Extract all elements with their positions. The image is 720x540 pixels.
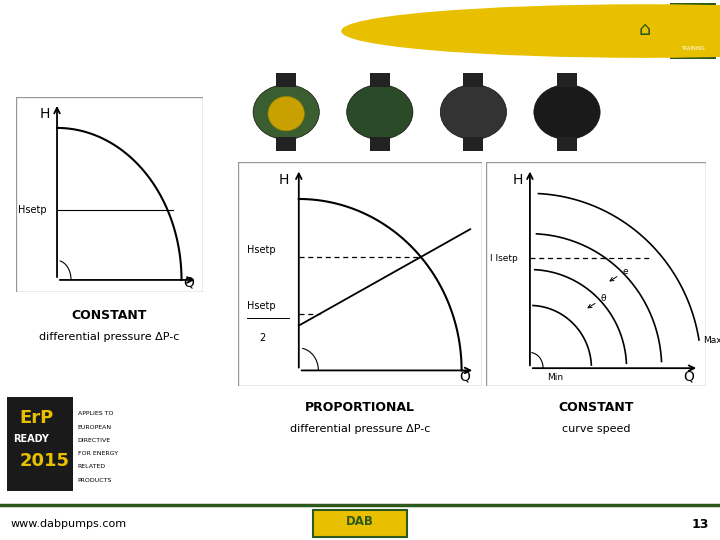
Text: differential pressure ΔP-c: differential pressure ΔP-c — [290, 424, 430, 434]
Text: differential pressure ΔP-c: differential pressure ΔP-c — [40, 333, 179, 342]
Text: www.dabpumps.com: www.dabpumps.com — [11, 519, 127, 529]
Text: Q: Q — [459, 370, 470, 384]
Bar — [370, 137, 390, 151]
Text: CONSTANT: CONSTANT — [72, 309, 147, 322]
Text: θ: θ — [588, 294, 606, 308]
FancyBboxPatch shape — [238, 162, 482, 386]
Bar — [464, 73, 483, 87]
Bar — [557, 137, 577, 151]
Bar — [276, 73, 296, 87]
Text: Hsetp: Hsetp — [248, 301, 276, 312]
Bar — [370, 73, 390, 87]
Text: RELATED: RELATED — [78, 464, 106, 469]
Text: Hsetp: Hsetp — [248, 245, 276, 255]
Text: Min: Min — [547, 373, 564, 382]
Text: Hsetp: Hsetp — [18, 205, 46, 215]
Text: READY: READY — [14, 434, 50, 444]
Text: Q: Q — [684, 370, 695, 384]
Text: FOR ENERGY: FOR ENERGY — [78, 451, 118, 456]
Text: DAB: DAB — [346, 515, 374, 528]
Circle shape — [268, 96, 305, 131]
Text: TRAINING: TRAINING — [682, 46, 705, 51]
Text: EUROPEAN: EUROPEAN — [78, 424, 112, 430]
FancyBboxPatch shape — [670, 3, 716, 59]
Text: ⌂: ⌂ — [638, 21, 651, 39]
Ellipse shape — [253, 85, 320, 139]
Text: 13: 13 — [692, 518, 709, 531]
Text: PRODUCTS: PRODUCTS — [78, 477, 112, 483]
FancyBboxPatch shape — [7, 397, 73, 491]
Text: H: H — [279, 173, 289, 187]
Text: Q: Q — [183, 275, 194, 289]
Text: I Isetp: I Isetp — [490, 254, 518, 263]
Text: H: H — [513, 173, 523, 187]
Text: PROPORTIONAL: PROPORTIONAL — [305, 401, 415, 414]
Text: curve speed: curve speed — [562, 424, 631, 434]
Text: MAIN REGULATION MODES WITH ELECTRONIC CIRCULATORS: MAIN REGULATION MODES WITH ELECTRONIC CI… — [11, 24, 550, 38]
Text: CONSTANT: CONSTANT — [559, 401, 634, 414]
Text: 2015: 2015 — [20, 452, 70, 470]
Text: H: H — [39, 107, 50, 121]
Text: D: D — [686, 15, 701, 32]
Bar — [557, 73, 577, 87]
Text: e: e — [610, 267, 628, 281]
FancyBboxPatch shape — [486, 162, 706, 386]
Ellipse shape — [346, 85, 413, 139]
Ellipse shape — [440, 85, 507, 139]
Circle shape — [342, 5, 720, 57]
Bar — [276, 137, 296, 151]
Ellipse shape — [534, 85, 600, 139]
FancyBboxPatch shape — [16, 97, 203, 292]
Text: Max: Max — [703, 335, 720, 345]
Text: DIRECTIVE: DIRECTIVE — [78, 438, 111, 443]
Text: APPLIES TO: APPLIES TO — [78, 411, 113, 416]
Text: ErP: ErP — [20, 409, 54, 427]
Bar — [464, 137, 483, 151]
Text: 2: 2 — [259, 333, 265, 343]
FancyBboxPatch shape — [313, 510, 407, 537]
